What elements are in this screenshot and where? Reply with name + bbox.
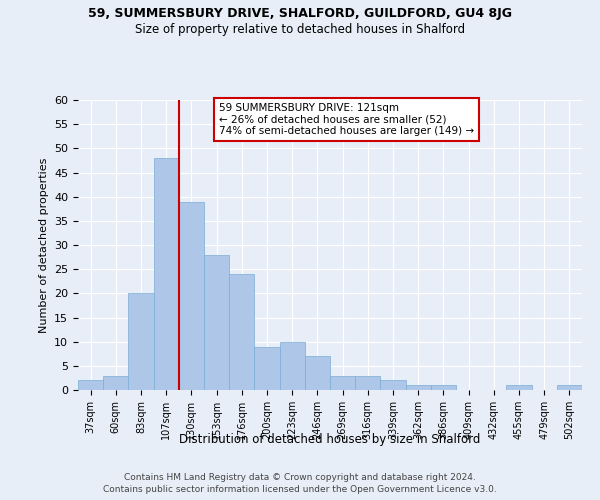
Bar	[330, 376, 355, 390]
Bar	[103, 376, 128, 390]
Bar	[431, 385, 456, 390]
Bar	[154, 158, 179, 390]
Bar	[355, 376, 380, 390]
Bar	[78, 380, 103, 390]
Bar	[406, 385, 431, 390]
Bar	[557, 385, 582, 390]
Bar	[128, 294, 154, 390]
Bar	[254, 346, 280, 390]
Bar	[204, 254, 229, 390]
Text: Contains HM Land Registry data © Crown copyright and database right 2024.: Contains HM Land Registry data © Crown c…	[124, 472, 476, 482]
Text: Size of property relative to detached houses in Shalford: Size of property relative to detached ho…	[135, 22, 465, 36]
Bar	[305, 356, 330, 390]
Text: Distribution of detached houses by size in Shalford: Distribution of detached houses by size …	[179, 432, 481, 446]
Text: 59, SUMMERSBURY DRIVE, SHALFORD, GUILDFORD, GU4 8JG: 59, SUMMERSBURY DRIVE, SHALFORD, GUILDFO…	[88, 8, 512, 20]
Y-axis label: Number of detached properties: Number of detached properties	[38, 158, 49, 332]
Bar	[506, 385, 532, 390]
Bar	[280, 342, 305, 390]
Text: Contains public sector information licensed under the Open Government Licence v3: Contains public sector information licen…	[103, 485, 497, 494]
Bar	[380, 380, 406, 390]
Bar	[179, 202, 204, 390]
Text: 59 SUMMERSBURY DRIVE: 121sqm
← 26% of detached houses are smaller (52)
74% of se: 59 SUMMERSBURY DRIVE: 121sqm ← 26% of de…	[219, 103, 474, 136]
Bar	[229, 274, 254, 390]
